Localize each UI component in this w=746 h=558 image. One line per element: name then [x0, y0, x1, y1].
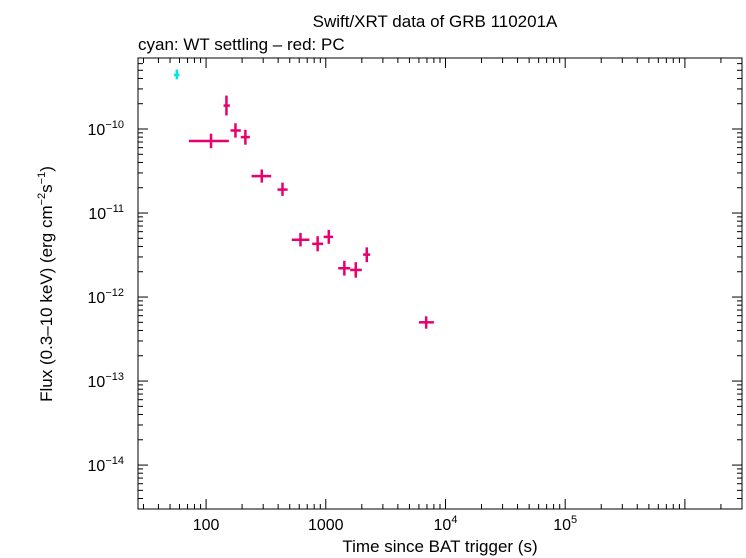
pc-point — [363, 247, 371, 263]
pc-point — [291, 232, 310, 247]
y-axis-label: Flux (0.3–10 keV) (erg cm−2s−1) — [36, 166, 56, 402]
chart-subtitle: cyan: WT settling – red: PC — [138, 35, 345, 54]
pc-point — [223, 95, 230, 116]
y-tick-label: 10−10 — [88, 119, 124, 139]
data-points — [174, 69, 434, 329]
chart-title: Swift/XRT data of GRB 110201A — [313, 12, 558, 31]
plot-frame — [137, 57, 743, 510]
y-axis-label-exp1: −2 — [36, 193, 48, 206]
x-tick-label: 105 — [553, 514, 577, 534]
y-axis-label-mid: s — [37, 184, 56, 193]
pc-point — [312, 236, 324, 252]
axis-ticks — [138, 58, 743, 510]
pc-point — [350, 262, 362, 278]
y-axis-label-exp2: −1 — [36, 172, 48, 185]
pc-point — [251, 169, 272, 183]
axis-tick-labels: 100 1000 104 105 10−10 10−11 10−12 10−13 10−14 — [88, 119, 578, 534]
x-tick-label: 104 — [434, 514, 458, 534]
y-axis-label-main: Flux (0.3–10 keV) (erg cm — [37, 205, 56, 402]
y-tick-label: 10−14 — [88, 455, 124, 475]
y-tick-label: 10−12 — [88, 287, 124, 307]
x-tick-label: 1000 — [308, 517, 344, 534]
wt-settling-point — [174, 69, 180, 80]
x-tick-label: 100 — [193, 517, 220, 534]
pc-point — [240, 129, 250, 145]
pc-point — [338, 260, 351, 276]
pc-point — [323, 229, 334, 244]
y-axis-label-end: ) — [37, 166, 56, 172]
pc-point — [418, 316, 434, 329]
y-tick-label: 10−13 — [88, 371, 124, 391]
y-tick-label: 10−11 — [88, 203, 124, 223]
pc-point — [230, 123, 241, 138]
pc-point — [277, 182, 288, 196]
pc-point — [188, 133, 229, 149]
x-axis-label: Time since BAT trigger (s) — [342, 537, 537, 556]
